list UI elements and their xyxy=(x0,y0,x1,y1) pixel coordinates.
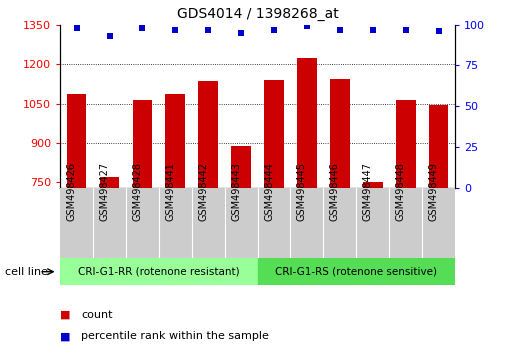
Bar xyxy=(231,145,251,188)
Point xyxy=(237,30,245,36)
Point xyxy=(171,27,179,33)
Bar xyxy=(330,79,350,188)
Text: GSM498449: GSM498449 xyxy=(428,162,439,221)
Text: GSM498441: GSM498441 xyxy=(165,162,175,221)
Bar xyxy=(132,99,152,188)
Point xyxy=(303,24,311,29)
Point xyxy=(369,27,377,33)
Bar xyxy=(100,177,119,188)
Text: GSM498427: GSM498427 xyxy=(99,161,109,221)
Text: GSM498444: GSM498444 xyxy=(264,162,274,221)
Text: GSM498446: GSM498446 xyxy=(330,162,340,221)
Bar xyxy=(297,58,317,188)
Text: GSM498442: GSM498442 xyxy=(198,162,208,221)
Point xyxy=(402,27,410,33)
Text: ■: ■ xyxy=(60,310,71,320)
Text: count: count xyxy=(81,310,112,320)
Title: GDS4014 / 1398268_at: GDS4014 / 1398268_at xyxy=(177,7,338,21)
Text: percentile rank within the sample: percentile rank within the sample xyxy=(81,331,269,341)
Text: cell line: cell line xyxy=(5,267,48,277)
Text: GSM498443: GSM498443 xyxy=(231,162,241,221)
Bar xyxy=(363,182,383,188)
Text: CRI-G1-RS (rotenone sensitive): CRI-G1-RS (rotenone sensitive) xyxy=(275,267,437,277)
Bar xyxy=(429,105,448,188)
Point xyxy=(336,27,344,33)
Text: GSM498448: GSM498448 xyxy=(396,162,406,221)
Text: GSM498447: GSM498447 xyxy=(363,162,373,221)
Text: GSM498445: GSM498445 xyxy=(297,162,307,221)
Text: ■: ■ xyxy=(60,331,71,341)
Bar xyxy=(257,258,455,285)
Text: GSM498428: GSM498428 xyxy=(132,162,142,221)
Bar xyxy=(264,80,284,188)
Bar xyxy=(60,258,257,285)
Text: GSM498426: GSM498426 xyxy=(66,162,76,221)
Point xyxy=(138,25,146,31)
Text: CRI-G1-RR (rotenone resistant): CRI-G1-RR (rotenone resistant) xyxy=(78,267,240,277)
Bar xyxy=(67,95,86,188)
Bar xyxy=(396,99,415,188)
Bar xyxy=(198,81,218,188)
Bar xyxy=(165,95,185,188)
Point xyxy=(105,33,113,39)
Point xyxy=(435,28,443,34)
Point xyxy=(72,25,81,31)
Point xyxy=(270,27,278,33)
Point xyxy=(204,27,212,33)
